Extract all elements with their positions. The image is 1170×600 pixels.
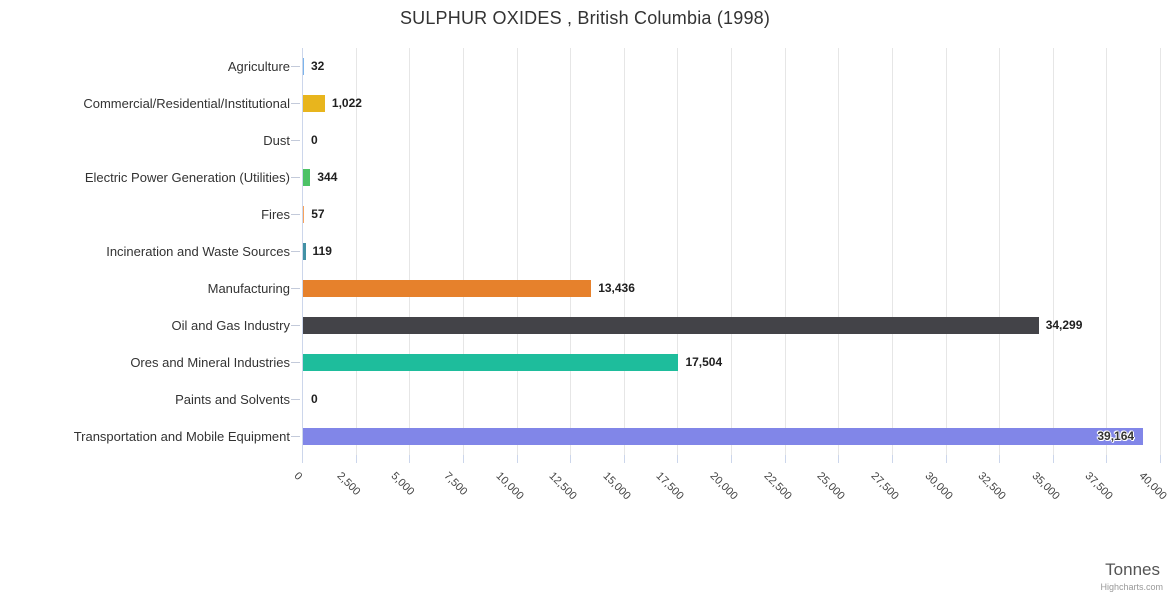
value-label: 39,164 xyxy=(1097,429,1135,443)
x-axis-tick xyxy=(1052,455,1054,463)
x-axis-tick xyxy=(623,455,625,463)
x-tick-label-text: 35,000 xyxy=(1029,470,1062,503)
category-label: Incineration and Waste Sources xyxy=(106,243,290,259)
x-axis-tick xyxy=(945,455,947,463)
chart-title: SULPHUR OXIDES , British Columbia (1998) xyxy=(399,8,771,28)
gridline xyxy=(516,48,518,455)
x-axis-tick xyxy=(570,455,572,463)
x-tick-label-text: 10,000 xyxy=(493,470,526,503)
category-tick xyxy=(291,251,300,252)
gridline xyxy=(731,48,732,455)
value-label: 344 xyxy=(317,170,338,184)
category-tick xyxy=(291,399,300,400)
x-tick-label-text: 0 xyxy=(291,470,304,483)
category-label: Dust xyxy=(263,132,290,148)
gridline xyxy=(1052,48,1054,455)
bar[interactable] xyxy=(303,428,1144,445)
x-axis-tick xyxy=(1160,455,1161,463)
value-label: 34,299 xyxy=(1045,318,1083,332)
x-axis-tick xyxy=(516,455,518,463)
category-tick xyxy=(291,103,300,104)
bar[interactable] xyxy=(303,169,311,186)
category-tick xyxy=(291,325,300,326)
category-tick xyxy=(291,140,300,141)
x-tick-label-text: 22,500 xyxy=(761,470,794,503)
category-label: Commercial/Residential/Institutional xyxy=(83,95,290,111)
x-tick-label-text: 12,500 xyxy=(546,470,579,503)
gridline xyxy=(1160,48,1161,455)
gridline xyxy=(623,48,625,455)
y-axis-line xyxy=(302,48,303,455)
category-tick xyxy=(291,177,300,178)
value-label: 57 xyxy=(311,207,325,221)
x-axis-tick xyxy=(838,455,840,463)
value-label: 13,436 xyxy=(598,281,635,295)
value-label: 32 xyxy=(311,59,325,73)
gridline xyxy=(570,48,572,455)
bar[interactable] xyxy=(303,58,304,75)
bar[interactable] xyxy=(303,206,305,223)
gridline xyxy=(355,48,357,455)
gridline xyxy=(945,48,947,455)
x-axis-tick xyxy=(409,455,411,463)
x-axis-tick xyxy=(731,455,732,463)
x-axis-tick xyxy=(355,455,357,463)
category-tick xyxy=(291,66,300,67)
value-label: 0 xyxy=(311,392,318,406)
gridline xyxy=(891,48,893,455)
x-tick-label-text: 25,000 xyxy=(814,470,848,503)
x-axis-tick xyxy=(677,455,679,463)
gridline xyxy=(677,48,679,455)
gridline xyxy=(838,48,840,455)
category-label: Agriculture xyxy=(227,58,290,74)
x-tick-label-text: 2,500 xyxy=(334,470,363,498)
bar[interactable] xyxy=(303,95,325,112)
gridline xyxy=(1106,48,1108,455)
category-tick xyxy=(291,362,300,363)
category-label: Ores and Mineral Industries xyxy=(130,354,290,370)
x-tick-label-text: 37,500 xyxy=(1082,470,1116,503)
bar[interactable] xyxy=(303,280,592,297)
x-axis-tick xyxy=(1106,455,1108,463)
value-label: 1,022 xyxy=(331,96,362,110)
value-label: 17,504 xyxy=(685,355,723,369)
gridline xyxy=(409,48,411,455)
x-axis-tick xyxy=(784,455,786,463)
category-tick xyxy=(291,214,300,215)
category-label: Oil and Gas Industry xyxy=(171,317,291,333)
category-label: Manufacturing xyxy=(207,280,290,296)
x-axis-tick xyxy=(302,455,303,463)
category-label: Fires xyxy=(261,206,290,222)
x-axis-tick xyxy=(999,455,1001,463)
x-tick-label-text: 30,000 xyxy=(922,470,955,503)
x-axis-title: Tonnes xyxy=(1105,560,1160,579)
category-label: Paints and Solvents xyxy=(175,391,290,407)
gridline xyxy=(999,48,1001,455)
x-tick-label-text: 5,000 xyxy=(388,470,417,498)
category-label: Electric Power Generation (Utilities) xyxy=(84,169,290,185)
category-tick xyxy=(291,288,300,289)
gridline xyxy=(462,48,464,455)
x-tick-label-text: 40,000 xyxy=(1136,470,1169,503)
category-label: Transportation and Mobile Equipment xyxy=(73,428,290,444)
bar[interactable] xyxy=(303,243,306,260)
x-axis-tick xyxy=(891,455,893,463)
value-label: 119 xyxy=(312,244,332,258)
x-tick-label-text: 7,500 xyxy=(441,470,470,498)
bar[interactable] xyxy=(303,354,679,371)
x-tick-label-text: 27,500 xyxy=(868,470,901,503)
category-tick xyxy=(291,436,300,437)
x-tick-label-text: 20,000 xyxy=(707,470,740,503)
gridline xyxy=(784,48,786,455)
highcharts-credit-link[interactable]: Highcharts.com xyxy=(1100,582,1163,592)
x-tick-label-text: 32,500 xyxy=(975,470,1008,503)
x-tick-label-text: 15,000 xyxy=(600,470,633,503)
value-label: 0 xyxy=(311,133,318,147)
x-axis-tick xyxy=(462,455,464,463)
bar[interactable] xyxy=(303,317,1039,334)
x-tick-label-text: 17,500 xyxy=(653,470,687,503)
